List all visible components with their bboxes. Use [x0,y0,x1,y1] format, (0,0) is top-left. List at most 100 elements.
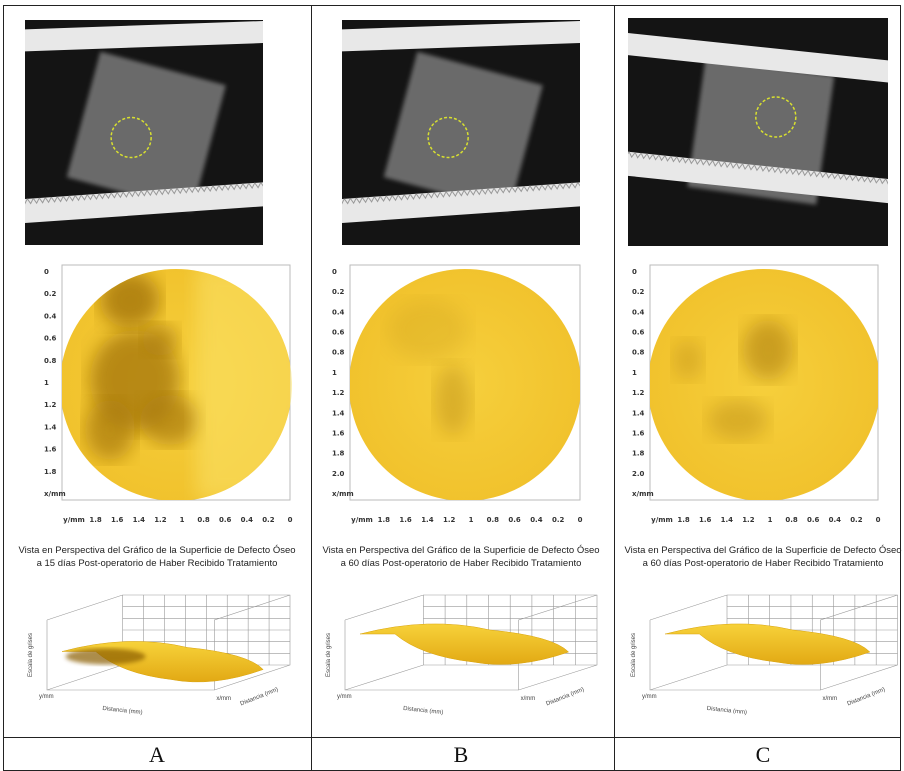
panel-label: C [756,742,771,767]
row-tick-label: 0.4 [44,312,57,320]
col-tick-label: 1.6 [111,516,124,524]
row-tick-label: 1.8 [332,450,345,458]
xray-image [1,20,291,245]
heat-blob [673,340,703,380]
row-tick-label: 1.2 [44,401,57,409]
col-tick-label: 1.4 [133,516,146,524]
row-tick-label: 0.2 [332,288,345,296]
row-tick-label: 1.4 [332,409,345,417]
row-tick-label: 0.6 [632,329,645,337]
y-unit: y/mm [39,694,54,700]
y-axis-title: Distancia (mm) [240,687,280,708]
x-unit: x/mm [823,696,838,702]
row-tick-label: 1.8 [632,450,645,458]
row-tick-label: 0.4 [632,308,645,316]
col-tick-label: y/mm [63,516,85,524]
col-tick-label: 0.8 [487,516,500,524]
row-tick-label: x/mm [44,490,66,498]
x-axis-title: Distancia (mm) [706,706,747,716]
row-tick-label: 0.8 [632,349,645,357]
col-tick-label: 1.4 [421,516,434,524]
row-tick-label: 1 [632,369,637,377]
col-tick-label: y/mm [651,516,673,524]
heatmap [650,265,878,500]
row-tick-label: 2.0 [632,470,645,478]
surface-plot: y/mm Distancia (mm) x/mm Distancia (mm) Esca… [631,595,898,716]
panel-label: A [149,742,165,767]
row-tick-label: 0 [632,268,637,276]
col-tick-label: 0 [288,516,293,524]
col-tick-label: 1 [469,516,474,524]
heat-blob [743,320,793,380]
col-tick-label: 1 [180,516,185,524]
x-axis-title: Distancia (mm) [403,706,444,716]
col-tick-label: 0.2 [850,516,863,524]
perspective-title: a 60 días Post-operatorio de Haber Recib… [341,558,582,569]
row-tick-label: 0.6 [44,335,57,343]
y-axis-title: Distancia (mm) [846,687,886,708]
row-tick-label: 1 [332,369,337,377]
z-axis-title: Escala de grises [326,633,332,677]
col-tick-label: 0.6 [807,516,820,524]
panel: 0 0.2 0.4 0.6 0.8 1 1.2 1.4 1.6 1.8 2.0 x/mm y/mm 1.8… [603,18,904,767]
col-tick-label: 0 [876,516,881,524]
panel: 00.20.40.60.811.21.41.61.8x/mmy/mm1.81.6… [1,20,316,767]
col-tick-label: 1.6 [399,516,412,524]
x-axis-title: Distancia (mm) [102,706,143,716]
heat-blob [708,400,768,440]
row-tick-label: 1.6 [44,446,57,454]
perspective-title: a 15 días Post-operatorio de Haber Recib… [37,558,278,569]
heatmap [350,265,580,500]
x-unit: x/mm [521,696,536,702]
row-tick-label: 1 [44,379,49,387]
col-tick-label: 1 [768,516,773,524]
row-tick-label: x/mm [332,490,354,498]
perspective-title: Vista en Perspectiva del Gráfico de la S… [322,545,599,556]
perspective-title: Vista en Perspectiva del Gráfico de la S… [18,545,295,556]
col-tick-label: 1.8 [677,516,690,524]
xray-image [603,18,904,246]
heat-blob [388,300,468,360]
y-unit: y/mm [642,694,657,700]
col-tick-label: 0.2 [262,516,275,524]
heat-blob [85,400,135,460]
col-tick-label: 1.2 [443,516,456,524]
row-tick-label: 0 [332,268,337,276]
col-tick-label: 0.4 [241,516,254,524]
col-tick-label: 1.6 [699,516,712,524]
perspective-title: Vista en Perspectiva del Gráfico de la S… [624,545,901,556]
row-tick-label: 0 [44,268,49,276]
col-tick-label: 1.8 [378,516,391,524]
row-tick-label: x/mm [632,490,654,498]
col-tick-label: 1.2 [154,516,167,524]
xray-content [318,20,608,245]
heat-blob [435,365,471,435]
col-tick-label: 0.6 [219,516,232,524]
col-tick-label: 0.6 [508,516,521,524]
row-tick-label: 0.8 [44,357,57,365]
row-tick-label: 1.8 [44,468,57,476]
z-axis-title: Escala de grises [631,633,637,677]
xray-content [1,20,291,245]
row-tick-label: 0.2 [632,288,645,296]
x-unit: x/mm [216,696,231,702]
heat-blob [142,324,178,356]
col-tick-label: y/mm [351,516,373,524]
col-tick-label: 0.8 [785,516,798,524]
col-tick-label: 1.2 [742,516,755,524]
z-axis-title: Escala de grises [28,633,34,677]
row-tick-label: 1.6 [632,429,645,437]
y-axis-title: Distancia (mm) [545,687,585,708]
perspective-title: a 60 días Post-operatorio de Haber Recib… [643,558,884,569]
row-tick-label: 0.6 [332,329,345,337]
surface-plot: y/mm Distancia (mm) x/mm Distancia (mm) Esca… [28,595,290,716]
col-tick-label: 0.2 [552,516,565,524]
heatmap [62,265,316,500]
col-tick-label: 0.4 [829,516,842,524]
col-tick-label: 0 [578,516,583,524]
row-tick-label: 1.2 [632,389,645,397]
row-tick-label: 1.6 [332,429,345,437]
col-tick-label: 1.4 [721,516,734,524]
row-tick-label: 0.2 [44,290,57,298]
